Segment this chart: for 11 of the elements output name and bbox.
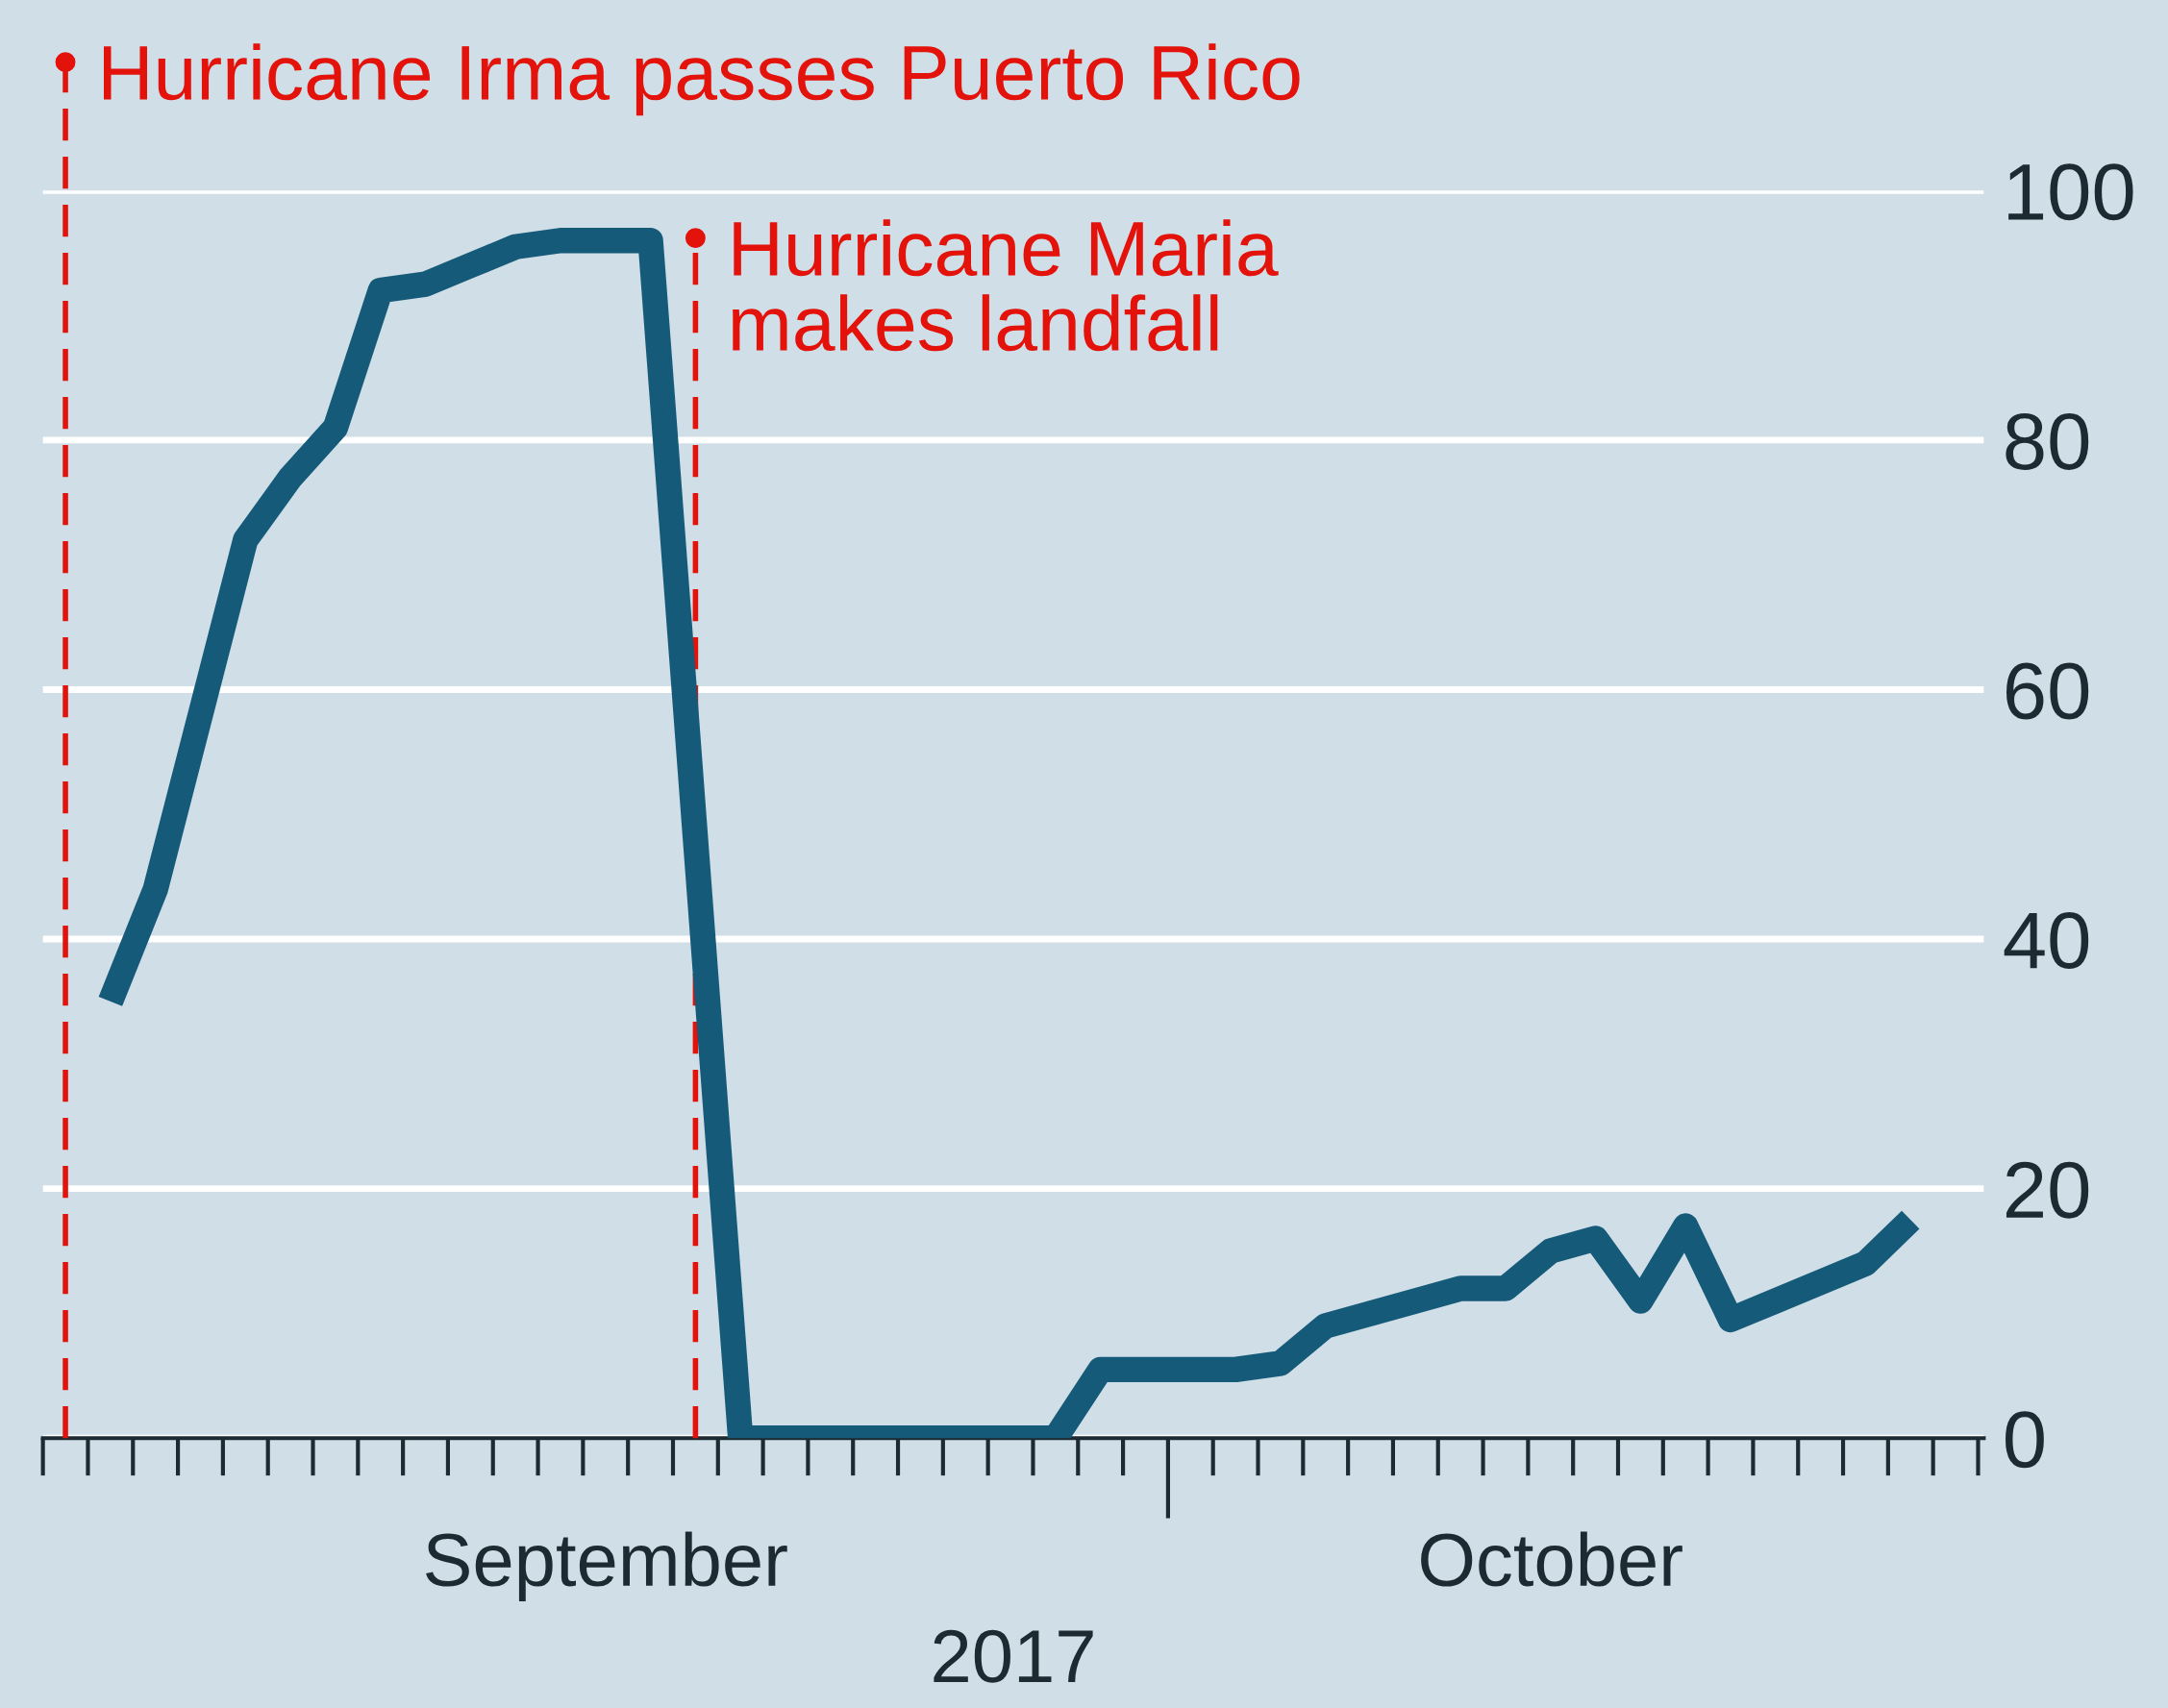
y-tick-label: 0 — [2006, 1411, 2044, 1469]
y-tick-label: 100 — [2008, 163, 2133, 221]
ref-line-label: Hurricane Maria makes landfall — [733, 219, 1279, 352]
y-tick-label: 80 — [2006, 412, 2089, 470]
y-tick-label: 20 — [2006, 1161, 2089, 1219]
x-tick-label: October — [1421, 1531, 1682, 1587]
ref-line-label: Hurricane Irma passes Puerto Rico — [104, 43, 1300, 116]
y-tick-label: 40 — [2004, 912, 2089, 970]
y-tick-label: 60 — [2006, 662, 2089, 720]
x-tick-label: September — [426, 1531, 787, 1601]
x-axis-title: 2017 — [934, 1629, 1093, 1683]
